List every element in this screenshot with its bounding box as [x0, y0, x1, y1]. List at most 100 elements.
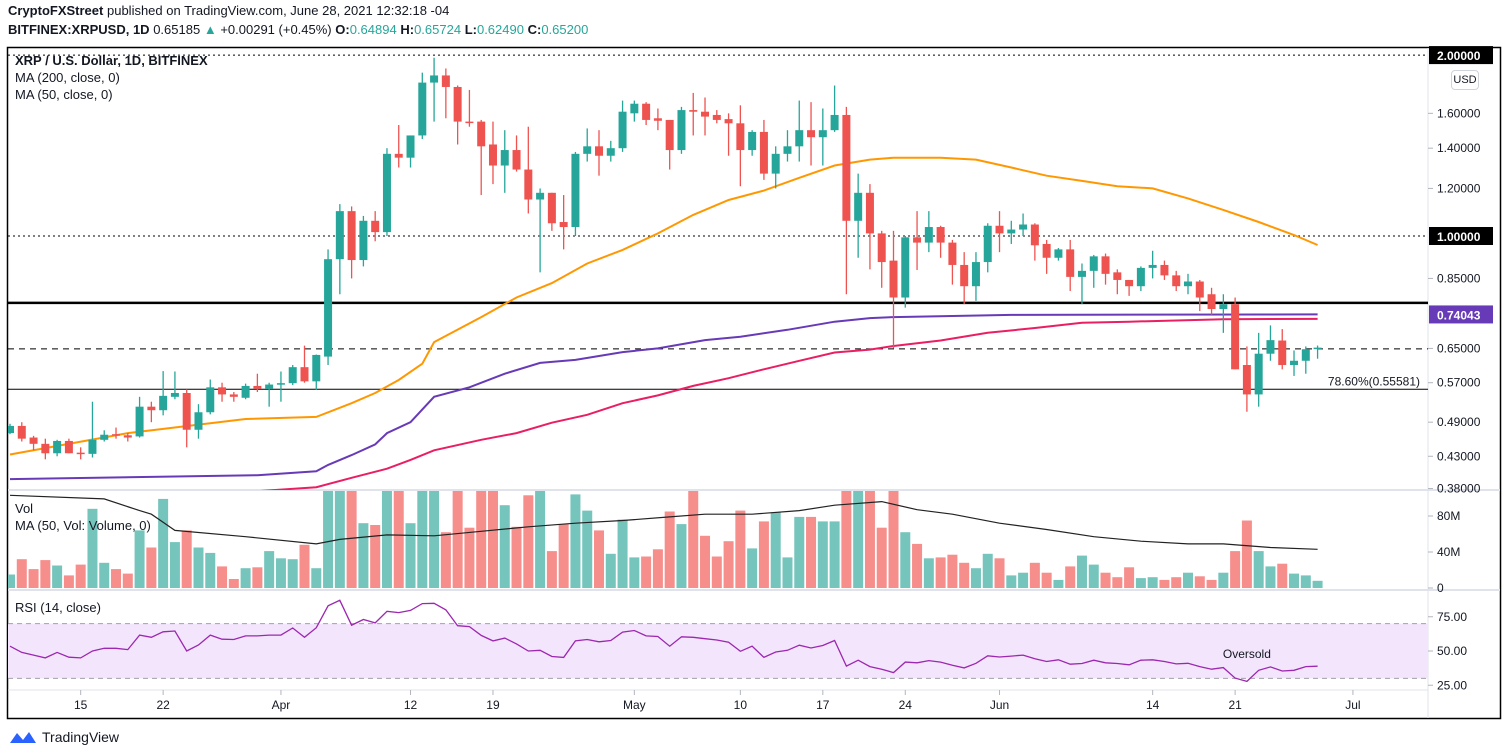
candle-body[interactable] — [724, 119, 733, 124]
candle-body[interactable] — [112, 434, 121, 436]
candle-body[interactable] — [406, 135, 415, 158]
volume-bar[interactable] — [346, 471, 357, 588]
volume-bar[interactable] — [323, 471, 334, 588]
candle-body[interactable] — [1101, 256, 1110, 274]
candle-body[interactable] — [559, 222, 568, 228]
candle-body[interactable] — [29, 437, 38, 444]
volume-bar[interactable] — [1065, 566, 1076, 588]
volume-bar[interactable] — [923, 558, 934, 588]
candle-body[interactable] — [854, 192, 863, 221]
volume-bar[interactable] — [735, 510, 746, 588]
candle-body[interactable] — [1184, 281, 1192, 287]
volume-bar[interactable] — [688, 480, 699, 588]
rsi-line[interactable] — [9, 599, 1318, 683]
volume-bar[interactable] — [75, 564, 86, 588]
volume-bar[interactable] — [876, 527, 887, 588]
volume-bar[interactable] — [959, 562, 970, 588]
volume-bar[interactable] — [429, 471, 440, 588]
volume-bar[interactable] — [1100, 572, 1111, 588]
candle-body[interactable] — [1266, 340, 1275, 354]
candle-body[interactable] — [936, 227, 945, 243]
volume-bar[interactable] — [181, 530, 192, 588]
volume-bar[interactable] — [228, 579, 239, 588]
candle-body[interactable] — [1313, 347, 1322, 350]
candle-body[interactable] — [865, 192, 874, 234]
candle-body[interactable] — [1254, 353, 1263, 395]
legend-volume-ma[interactable]: MA (50, Vol: Volume, 0) — [15, 518, 151, 533]
volume-bar[interactable] — [1265, 566, 1276, 588]
volume-bar[interactable] — [947, 554, 958, 588]
candle-body[interactable] — [512, 150, 521, 170]
candle-body[interactable] — [1007, 229, 1016, 234]
candle-body[interactable] — [500, 150, 509, 166]
candle-body[interactable] — [218, 387, 227, 395]
volume-bar[interactable] — [134, 530, 145, 588]
candle-body[interactable] — [630, 103, 639, 114]
candle-body[interactable] — [182, 392, 191, 430]
candle-body[interactable] — [170, 392, 179, 397]
volume-bar[interactable] — [782, 557, 793, 588]
candle-body[interactable] — [123, 435, 132, 438]
volume-bar[interactable] — [1241, 520, 1252, 589]
volume-bar[interactable] — [111, 569, 122, 588]
candle-body[interactable] — [453, 86, 462, 122]
candle-body[interactable] — [842, 114, 851, 221]
candle-body[interactable] — [771, 153, 780, 174]
candle-body[interactable] — [536, 192, 545, 200]
candle-body[interactable] — [736, 123, 745, 151]
candle-body[interactable] — [1242, 365, 1251, 395]
candle-body[interactable] — [382, 153, 391, 233]
volume-bar[interactable] — [63, 575, 74, 588]
volume-bar[interactable] — [299, 544, 310, 588]
candle-body[interactable] — [1125, 279, 1134, 287]
volume-bar[interactable] — [1277, 563, 1288, 588]
volume-bar[interactable] — [311, 568, 322, 588]
candle-body[interactable] — [571, 153, 580, 228]
candle-body[interactable] — [1054, 249, 1063, 258]
volume-bar[interactable] — [829, 521, 840, 588]
volume-bar[interactable] — [1300, 575, 1311, 588]
volume-bar[interactable] — [393, 471, 404, 588]
candle-body[interactable] — [206, 387, 215, 413]
candle-body[interactable] — [971, 262, 980, 287]
volume-bar[interactable] — [1230, 551, 1241, 588]
candle-body[interactable] — [1148, 264, 1157, 268]
candle-body[interactable] — [960, 264, 969, 287]
volume-bar[interactable] — [841, 480, 852, 588]
volume-bar[interactable] — [381, 471, 392, 588]
candle-body[interactable] — [913, 237, 922, 243]
candle-body[interactable] — [642, 103, 651, 120]
tradingview-logo[interactable]: TradingView — [8, 728, 119, 746]
candle-body[interactable] — [1278, 340, 1287, 366]
volume-bar[interactable] — [723, 541, 734, 588]
volume-bar[interactable] — [1053, 579, 1064, 588]
candle-body[interactable] — [335, 211, 344, 260]
volume-bar[interactable] — [122, 573, 133, 588]
volume-bar[interactable] — [158, 498, 169, 588]
legend-volume[interactable]: Vol — [15, 501, 33, 516]
volume-bar[interactable] — [5, 574, 15, 589]
candle-body[interactable] — [265, 384, 274, 389]
volume-bar[interactable] — [700, 535, 711, 588]
volume-bar[interactable] — [146, 547, 157, 589]
candle-body[interactable] — [948, 242, 957, 265]
volume-bar[interactable] — [1159, 579, 1170, 588]
candle-body[interactable] — [418, 82, 427, 136]
candle-body[interactable] — [1066, 249, 1075, 277]
volume-bar[interactable] — [888, 480, 899, 588]
candle-body[interactable] — [488, 144, 497, 166]
volume-bar[interactable] — [1018, 572, 1029, 588]
candle-body[interactable] — [1042, 243, 1051, 258]
candle-body[interactable] — [995, 225, 1004, 234]
legend-ma50[interactable]: MA (50, close, 0) — [15, 87, 113, 102]
volume-bar[interactable] — [652, 549, 663, 588]
candle-body[interactable] — [276, 383, 285, 385]
volume-bar[interactable] — [558, 524, 569, 588]
volume-bar[interactable] — [217, 566, 228, 588]
candle-body[interactable] — [100, 434, 109, 440]
volume-bar[interactable] — [193, 547, 204, 589]
candle-body[interactable] — [135, 406, 144, 437]
volume-bar[interactable] — [452, 471, 463, 588]
candle-body[interactable] — [371, 220, 380, 233]
candle-body[interactable] — [818, 130, 827, 138]
